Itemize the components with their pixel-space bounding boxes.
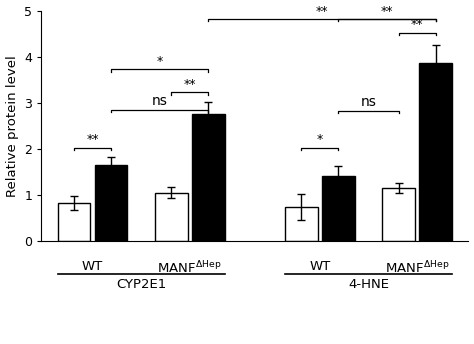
Text: ns: ns bbox=[152, 95, 168, 108]
Text: **: ** bbox=[411, 18, 423, 31]
Text: **: ** bbox=[381, 4, 393, 18]
Text: **: ** bbox=[316, 4, 328, 18]
Bar bbox=[155, 193, 188, 241]
Text: **: ** bbox=[183, 78, 196, 91]
Text: *: * bbox=[156, 55, 163, 68]
Y-axis label: Relative protein level: Relative protein level bbox=[6, 55, 18, 197]
Bar bbox=[382, 188, 415, 241]
Bar bbox=[322, 176, 355, 241]
Text: 4-HNE: 4-HNE bbox=[348, 278, 389, 291]
Text: CYP2E1: CYP2E1 bbox=[116, 278, 166, 291]
Text: MANF$^{\mathregular{\Delta Hep}}$: MANF$^{\mathregular{\Delta Hep}}$ bbox=[385, 260, 449, 277]
Text: **: ** bbox=[86, 133, 99, 146]
Bar bbox=[419, 63, 452, 241]
Bar bbox=[57, 203, 91, 241]
Bar bbox=[95, 165, 128, 241]
Text: MANF$^{\mathregular{\Delta Hep}}$: MANF$^{\mathregular{\Delta Hep}}$ bbox=[157, 260, 222, 277]
Text: ns: ns bbox=[361, 95, 376, 109]
Bar bbox=[192, 115, 225, 241]
Text: WT: WT bbox=[82, 260, 103, 273]
Text: *: * bbox=[317, 133, 323, 146]
Text: WT: WT bbox=[309, 260, 330, 273]
Bar bbox=[285, 207, 318, 241]
